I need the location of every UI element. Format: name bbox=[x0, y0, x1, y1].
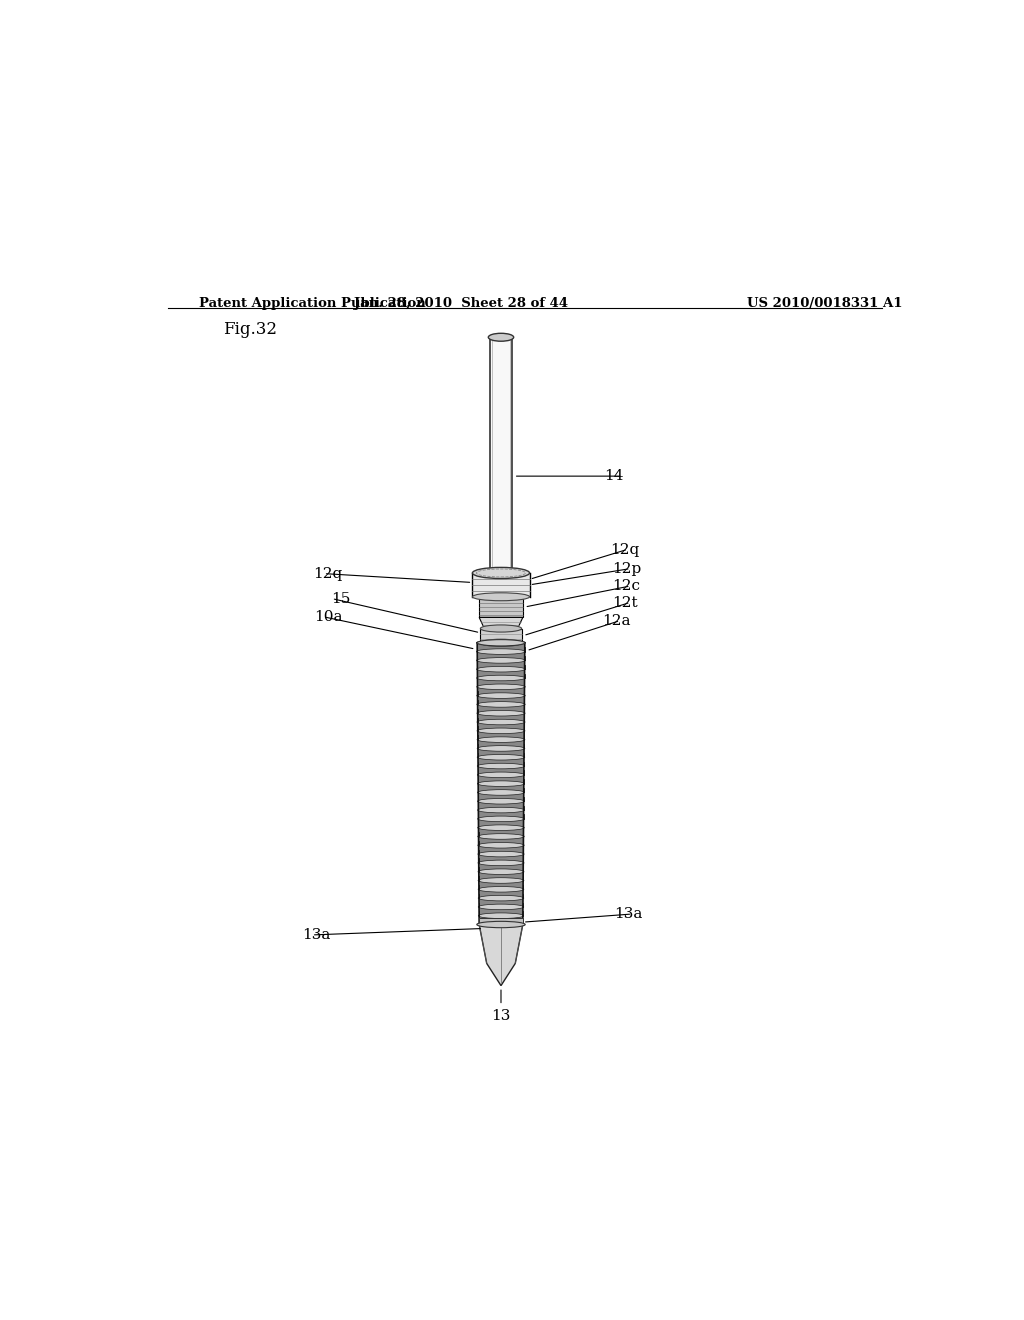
Ellipse shape bbox=[477, 755, 524, 760]
Ellipse shape bbox=[477, 921, 525, 928]
Ellipse shape bbox=[477, 772, 524, 777]
Ellipse shape bbox=[477, 781, 524, 787]
Polygon shape bbox=[477, 643, 524, 924]
Ellipse shape bbox=[477, 763, 524, 768]
Ellipse shape bbox=[478, 842, 524, 847]
Ellipse shape bbox=[478, 904, 523, 909]
Text: Fig.32: Fig.32 bbox=[223, 321, 278, 338]
Ellipse shape bbox=[477, 737, 525, 742]
Ellipse shape bbox=[472, 568, 529, 578]
Ellipse shape bbox=[478, 861, 524, 866]
Text: 13a: 13a bbox=[302, 928, 331, 942]
Ellipse shape bbox=[476, 676, 525, 681]
Ellipse shape bbox=[477, 789, 524, 795]
Text: 12c: 12c bbox=[612, 579, 640, 594]
Ellipse shape bbox=[477, 746, 525, 751]
Ellipse shape bbox=[477, 693, 525, 698]
Ellipse shape bbox=[472, 593, 529, 601]
Ellipse shape bbox=[476, 640, 525, 645]
Text: 10a: 10a bbox=[313, 610, 342, 624]
Text: 12a: 12a bbox=[602, 614, 631, 628]
Ellipse shape bbox=[476, 657, 525, 663]
Ellipse shape bbox=[476, 667, 525, 672]
Ellipse shape bbox=[477, 799, 524, 804]
Ellipse shape bbox=[478, 913, 523, 919]
Ellipse shape bbox=[477, 640, 524, 645]
Ellipse shape bbox=[477, 729, 525, 734]
Text: 12p: 12p bbox=[612, 562, 641, 576]
Ellipse shape bbox=[477, 816, 524, 821]
Bar bbox=[480, 628, 521, 643]
Ellipse shape bbox=[478, 851, 524, 857]
Polygon shape bbox=[479, 924, 523, 986]
Ellipse shape bbox=[477, 808, 524, 813]
Text: 12q: 12q bbox=[609, 543, 639, 557]
Bar bbox=[489, 337, 512, 573]
Ellipse shape bbox=[478, 921, 523, 927]
Polygon shape bbox=[479, 618, 523, 628]
Ellipse shape bbox=[488, 333, 514, 342]
Bar bbox=[479, 597, 523, 618]
Text: 12q: 12q bbox=[313, 566, 342, 581]
Bar bbox=[472, 573, 529, 597]
Ellipse shape bbox=[478, 869, 524, 874]
Text: 15: 15 bbox=[331, 593, 350, 606]
Ellipse shape bbox=[477, 825, 524, 830]
Text: 13a: 13a bbox=[613, 907, 642, 921]
Ellipse shape bbox=[478, 878, 524, 883]
Ellipse shape bbox=[480, 624, 521, 632]
Ellipse shape bbox=[489, 570, 512, 576]
Ellipse shape bbox=[477, 702, 525, 708]
Ellipse shape bbox=[477, 719, 525, 725]
Text: 13: 13 bbox=[492, 1010, 511, 1023]
Ellipse shape bbox=[476, 649, 525, 655]
Text: 14: 14 bbox=[604, 469, 624, 483]
Ellipse shape bbox=[477, 710, 525, 715]
Ellipse shape bbox=[477, 684, 525, 689]
Bar bbox=[479, 919, 523, 924]
Text: 12t: 12t bbox=[612, 597, 638, 610]
Text: Patent Application Publication: Patent Application Publication bbox=[200, 297, 426, 310]
Ellipse shape bbox=[478, 834, 524, 840]
Ellipse shape bbox=[478, 887, 524, 892]
Ellipse shape bbox=[480, 639, 521, 647]
Ellipse shape bbox=[478, 895, 524, 900]
Text: Jan. 28, 2010  Sheet 28 of 44: Jan. 28, 2010 Sheet 28 of 44 bbox=[354, 297, 568, 310]
Text: US 2010/0018331 A1: US 2010/0018331 A1 bbox=[748, 297, 902, 310]
